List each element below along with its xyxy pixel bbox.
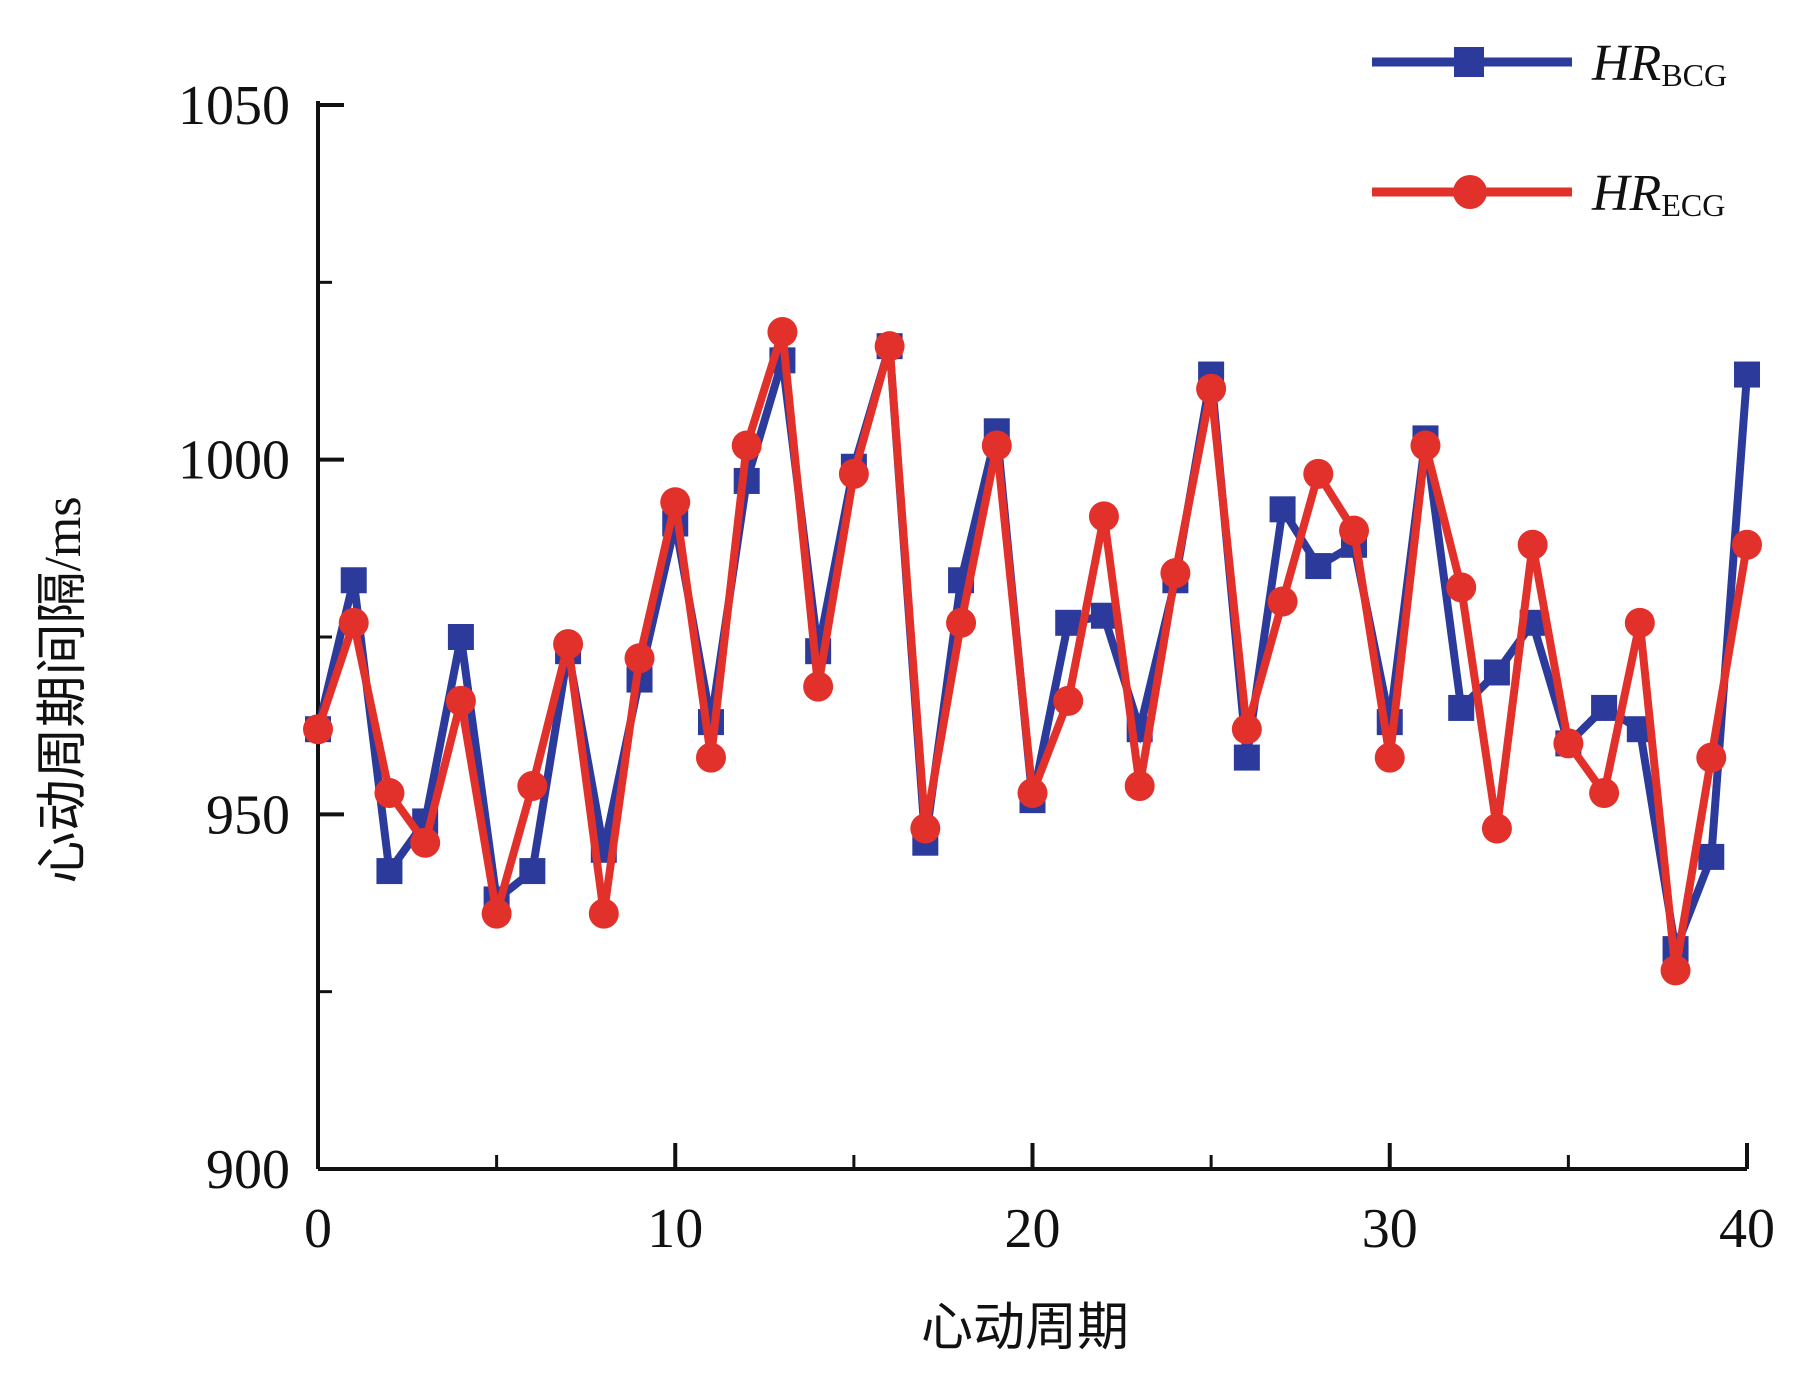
y-tick-label: 1050: [178, 75, 290, 137]
x-tick-label: 30: [1362, 1198, 1418, 1260]
y-tick-label: 950: [206, 784, 290, 846]
data-point-circle: [553, 629, 584, 660]
data-point-square: [1269, 496, 1296, 523]
data-point-square: [1734, 361, 1760, 388]
legend-marker-square: [1454, 47, 1484, 77]
data-point-circle: [1410, 430, 1441, 461]
data-point-circle: [981, 430, 1012, 461]
x-tick-label: 20: [1005, 1198, 1061, 1260]
legend-label-subscript: ECG: [1661, 187, 1725, 223]
series-bcg: [305, 333, 1760, 965]
axes: 900 950 1000 1050 0 10 20 30 40: [178, 75, 1775, 1260]
legend-label-subscript: BCG: [1661, 57, 1727, 93]
data-point-circle: [1589, 778, 1620, 809]
data-point-circle: [1624, 607, 1655, 638]
data-point-circle: [481, 898, 512, 929]
data-point-circle: [660, 487, 691, 518]
y-tick-label: 900: [206, 1139, 290, 1201]
legend-label: HRECG: [1591, 165, 1725, 223]
data-point-circle: [338, 607, 369, 638]
data-point-circle: [803, 671, 834, 702]
data-point-circle: [1696, 742, 1727, 773]
data-point-circle: [731, 430, 762, 461]
data-point-circle: [874, 331, 905, 362]
x-tick-label: 10: [647, 1198, 703, 1260]
data-point-square: [1591, 694, 1618, 721]
data-point-circle: [1231, 714, 1262, 745]
data-point-circle: [303, 714, 333, 745]
data-point-circle: [445, 685, 476, 716]
data-point-square: [447, 624, 474, 650]
data-point-square: [1305, 553, 1332, 580]
data-point-circle: [695, 742, 726, 773]
data-point-circle: [1374, 742, 1405, 773]
data-point-circle: [1196, 373, 1227, 404]
legend-entry: HRECG: [1372, 165, 1725, 223]
data-point-circle: [1660, 955, 1691, 986]
data-point-circle: [1053, 685, 1084, 716]
series-layer: [303, 316, 1762, 986]
data-point-circle: [517, 770, 548, 801]
data-point-circle: [1303, 458, 1334, 489]
data-point-square: [1448, 694, 1475, 721]
data-point-square: [376, 858, 403, 885]
x-tick-label: 40: [1719, 1198, 1775, 1260]
data-point-circle: [1017, 778, 1048, 809]
x-tick-label: 0: [304, 1198, 332, 1260]
legend-label: HRBCG: [1591, 35, 1727, 93]
legend-entry: HRBCG: [1372, 35, 1727, 93]
data-point-square: [1698, 843, 1725, 870]
data-point-circle: [374, 778, 405, 809]
data-point-circle: [1446, 572, 1477, 603]
data-point-square: [519, 858, 546, 885]
data-point-circle: [1339, 515, 1370, 546]
legend-marker-circle: [1453, 175, 1487, 209]
data-point-circle: [946, 607, 977, 638]
data-point-square: [1483, 659, 1510, 686]
y-tick-label: 1000: [178, 430, 290, 492]
y-axis-title: 心动周期间隔/ms: [35, 496, 92, 883]
legend: HRBCG HRECG: [1372, 35, 1727, 223]
data-point-circle: [588, 898, 619, 929]
series-ecg: [303, 316, 1762, 986]
data-point-circle: [767, 316, 798, 347]
x-axis-title: 心动周期: [921, 1300, 1129, 1357]
data-point-circle: [1088, 501, 1119, 532]
data-point-circle: [910, 813, 941, 844]
data-point-square: [1055, 609, 1082, 636]
data-point-square: [340, 567, 367, 594]
data-point-circle: [1517, 529, 1548, 560]
data-point-circle: [838, 458, 869, 489]
data-point-circle: [1732, 529, 1762, 560]
data-point-square: [1233, 744, 1260, 771]
data-point-circle: [1553, 728, 1584, 759]
data-point-circle: [624, 643, 655, 674]
data-point-circle: [410, 827, 441, 858]
data-point-circle: [1267, 586, 1298, 617]
data-point-circle: [1160, 558, 1191, 589]
data-point-circle: [1481, 813, 1512, 844]
data-point-circle: [1124, 770, 1155, 801]
